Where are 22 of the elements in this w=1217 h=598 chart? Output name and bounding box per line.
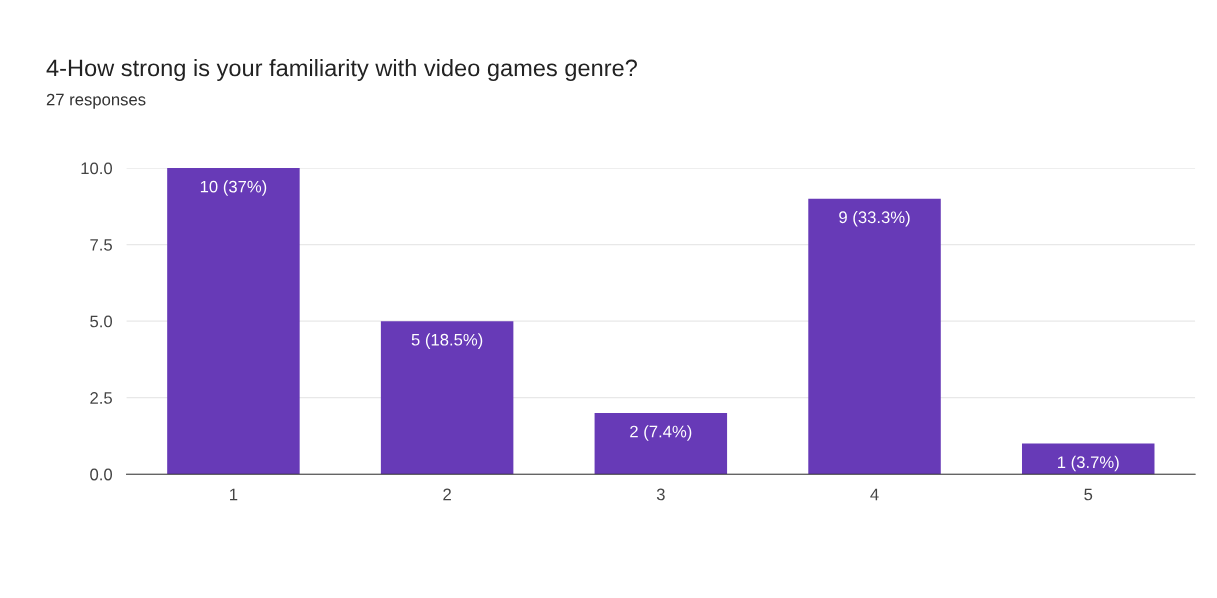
- bar: [808, 198, 941, 475]
- chart-title: 4-How strong is your familiarity with video games genre?: [46, 59, 637, 81]
- x-tick-label: 4: [870, 488, 879, 501]
- data-label: 10 (37%): [200, 180, 267, 196]
- bar: [380, 321, 514, 475]
- chart-subtitle: 27 responses: [46, 93, 146, 109]
- y-tick-label: 10.0: [81, 162, 113, 175]
- bar: [167, 168, 300, 475]
- bar: [594, 412, 728, 475]
- y-tick-label: 7.5: [90, 239, 112, 251]
- data-label: 2 (7.4%): [630, 425, 692, 441]
- x-tick-label: 3: [656, 488, 665, 501]
- y-tick-label: 2.5: [90, 392, 112, 404]
- x-tick-label: 2: [443, 488, 451, 501]
- x-tick-label: 5: [1084, 488, 1093, 501]
- data-label: 9 (33.3%): [839, 210, 910, 227]
- y-tick-label: 5.0: [90, 315, 113, 328]
- data-label: 1 (3.7%): [1058, 455, 1119, 472]
- data-label: 5 (18.5%): [411, 333, 483, 349]
- x-tick-label: 1: [230, 488, 238, 501]
- bar: [1021, 443, 1155, 475]
- y-tick-label: 0.0: [90, 468, 113, 481]
